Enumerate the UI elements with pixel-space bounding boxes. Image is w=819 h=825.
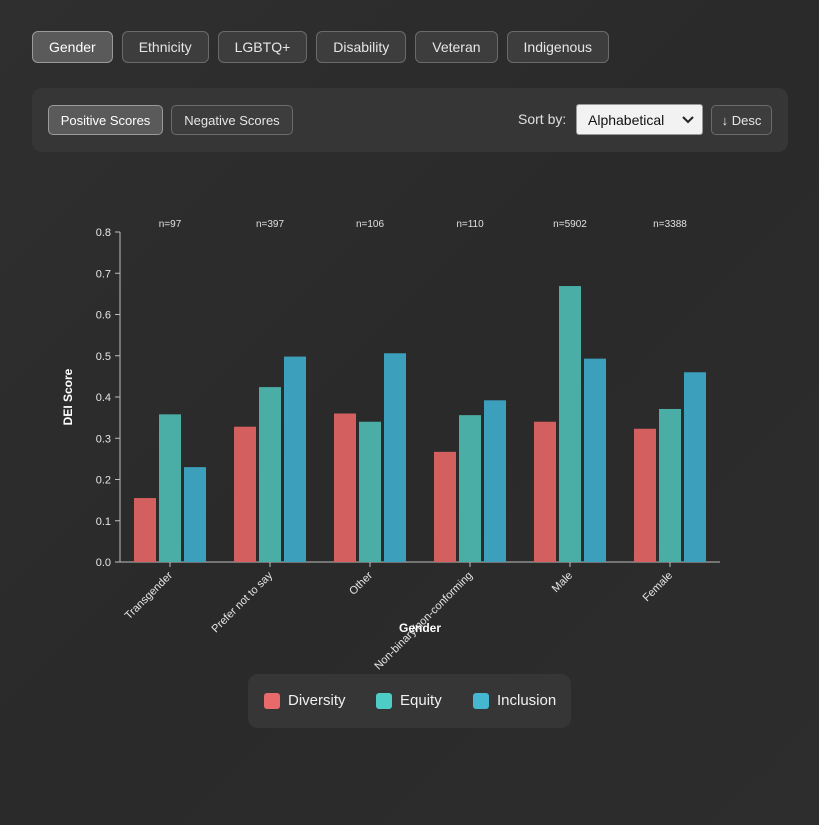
y-tick-label: 0.5: [96, 351, 111, 363]
bar-inclusion: [684, 372, 706, 562]
bar-diversity: [634, 428, 656, 562]
bar-inclusion: [384, 353, 406, 562]
sort-select-value: Alphabetical: [588, 111, 665, 128]
bar-inclusion: [184, 467, 206, 562]
bar-diversity: [434, 451, 456, 562]
sample-count-label: n=110: [456, 219, 484, 230]
sample-count-label: n=97: [159, 219, 182, 230]
tab-veteran[interactable]: Veteran: [415, 31, 498, 63]
sort-order-button[interactable]: ↓ Desc: [711, 105, 772, 135]
tab-gender[interactable]: Gender: [32, 31, 113, 63]
legend-label-diversity: Diversity: [288, 692, 346, 709]
bar-diversity: [334, 413, 356, 562]
tab-ethnicity[interactable]: Ethnicity: [121, 31, 209, 63]
sort-label: Sort by:: [518, 111, 567, 127]
x-tick-label: Female: [641, 570, 675, 604]
legend-swatch-inclusion: [473, 692, 489, 709]
y-axis-label: DEI Score: [61, 368, 75, 425]
positive-scores-button[interactable]: Positive Scores: [48, 105, 163, 135]
sample-count-label: n=5902: [553, 219, 587, 230]
legend: Diversity Equity Inclusion: [248, 674, 571, 728]
x-tick-label: Other: [347, 569, 375, 597]
legend-swatch-equity: [376, 692, 392, 709]
bar-equity: [659, 408, 681, 562]
y-tick-label: 0.3: [96, 433, 111, 445]
bar-equity: [559, 286, 581, 562]
y-tick-label: 0.1: [96, 516, 111, 528]
legend-label-equity: Equity: [400, 692, 442, 709]
y-tick-label: 0.8: [96, 227, 111, 239]
controls-panel: Positive Scores Negative Scores Sort by:…: [32, 88, 788, 152]
sample-count-label: n=3388: [653, 219, 687, 230]
y-tick-label: 0.7: [96, 268, 111, 280]
sample-count-label: n=397: [256, 219, 285, 230]
bar-diversity: [234, 426, 256, 562]
bar-inclusion: [284, 356, 306, 562]
legend-label-inclusion: Inclusion: [497, 692, 557, 709]
bar-equity: [459, 415, 481, 562]
category-tabs: Gender Ethnicity LGBTQ+ Disability Veter…: [32, 31, 610, 63]
x-tick-label: Male: [550, 570, 575, 595]
sample-count-label: n=106: [356, 219, 385, 230]
y-tick-label: 0.4: [96, 392, 111, 404]
bar-diversity: [134, 498, 156, 562]
bar-inclusion: [484, 400, 506, 562]
bar-inclusion: [584, 358, 606, 562]
bar-equity: [159, 414, 181, 562]
chart-area: 0.0 0.1 0.2 0.3 0.4 0.5 0.6 0.7 0.8 DEI Score n=97…: [61, 219, 720, 673]
bar-equity: [359, 421, 381, 562]
bar-diversity: [534, 421, 556, 562]
sort-select[interactable]: Alphabetical: [576, 104, 703, 135]
dei-bar-chart: 0.0 0.1 0.2 0.3 0.4 0.5 0.6 0.7 0.8 DEI Score n=97…: [61, 219, 720, 673]
legend-item-diversity: Diversity: [264, 692, 346, 709]
y-tick-label: 0.0: [96, 557, 111, 569]
tab-lgbtq[interactable]: LGBTQ+: [217, 31, 308, 63]
bar-equity: [259, 387, 281, 562]
legend-item-inclusion: Inclusion: [473, 692, 556, 709]
y-tick-label: 0.6: [96, 310, 111, 322]
x-axis-label: Gender: [399, 621, 441, 635]
x-tick-label: Prefer not to say: [210, 569, 276, 635]
x-tick-label: Transgender: [123, 569, 176, 622]
chevron-down-icon: [682, 116, 694, 124]
legend-swatch-diversity: [264, 692, 280, 709]
tab-disability[interactable]: Disability: [316, 31, 407, 63]
y-tick-label: 0.2: [96, 475, 111, 487]
negative-scores-button[interactable]: Negative Scores: [171, 105, 293, 135]
legend-item-equity: Equity: [376, 692, 442, 709]
tab-indigenous[interactable]: Indigenous: [506, 31, 610, 63]
